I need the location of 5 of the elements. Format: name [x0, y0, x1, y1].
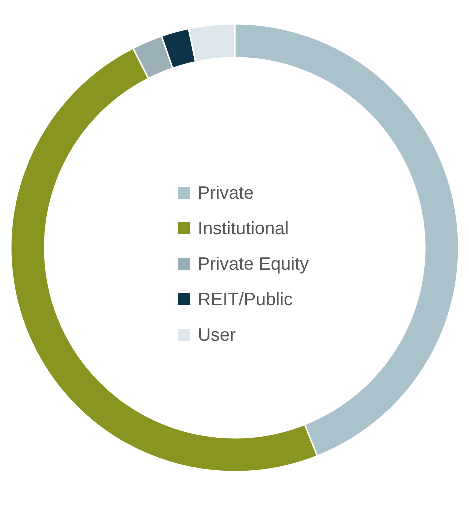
legend-label: Institutional	[198, 218, 290, 238]
legend-label: Private Equity	[198, 254, 310, 274]
legend-label: REIT/Public	[198, 290, 294, 310]
legend-label: Private	[198, 183, 254, 203]
legend-label: User	[198, 325, 236, 345]
